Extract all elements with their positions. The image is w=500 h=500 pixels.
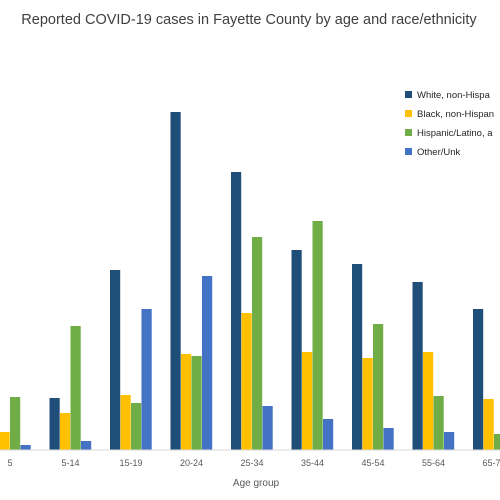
bar-45-54-series-2 — [373, 324, 384, 450]
legend-label-2: Hispanic/Latino, a — [417, 128, 493, 139]
bar-35-44-series-1 — [302, 352, 313, 450]
bar-45-54-series-0 — [352, 264, 363, 450]
bar-20-24-series-0 — [170, 112, 181, 450]
x-tick-labels: 5 5-14 15-19 20-24 25-34 35-44 45-54 55-64 65-74 — [7, 458, 500, 468]
x-tick-label: 65-74 — [482, 458, 500, 468]
legend: White, non-Hispa Black, non-Hispan Hispani… — [405, 90, 494, 158]
bar-55-64-series-2 — [433, 396, 444, 450]
bar-45-54-series-3 — [383, 428, 394, 450]
bar-55-64-series-0 — [412, 282, 423, 450]
bar-<5-series-1 — [0, 432, 10, 450]
bar-35-44-series-2 — [312, 221, 323, 450]
x-tick-label: 35-44 — [301, 458, 324, 468]
bar-20-24-series-3 — [202, 276, 213, 450]
x-tick-label: 15-19 — [119, 458, 142, 468]
bar-15-19-series-3 — [141, 309, 152, 450]
chart-title: Reported COVID-19 cases in Fayette Count… — [21, 12, 477, 28]
bar-55-64-series-1 — [423, 352, 434, 450]
bar-35-44-series-3 — [323, 419, 334, 450]
bar-35-44-series-0 — [291, 250, 302, 450]
x-tick-label: 45-54 — [361, 458, 384, 468]
bar-25-34-series-3 — [262, 406, 273, 450]
bar-45-54-series-1 — [362, 358, 373, 450]
bar-15-19-series-2 — [131, 403, 142, 450]
legend-swatch-0 — [405, 91, 412, 98]
bar-25-34-series-2 — [252, 237, 263, 450]
bar-15-19-series-0 — [110, 270, 121, 450]
bar-25-34-series-1 — [241, 313, 252, 450]
bar-65-74-series-2 — [494, 434, 500, 450]
bar-55-64-series-3 — [444, 432, 455, 450]
legend-swatch-2 — [405, 129, 412, 136]
legend-label-3: Other/Unk — [417, 147, 461, 158]
x-tick-label: 20-24 — [180, 458, 203, 468]
legend-swatch-1 — [405, 110, 412, 117]
x-axis-title: Age group — [233, 478, 280, 489]
legend-label-1: Black, non-Hispan — [417, 109, 494, 120]
bar-<5-series-3 — [20, 445, 31, 450]
bar-5-14-series-2 — [70, 326, 81, 450]
x-tick-label: 25-34 — [240, 458, 263, 468]
bar-5-14-series-1 — [60, 413, 71, 450]
x-tick-label: 55-64 — [422, 458, 445, 468]
bar-<5-series-2 — [10, 397, 21, 450]
bar-20-24-series-1 — [181, 354, 192, 450]
legend-swatch-3 — [405, 148, 412, 155]
x-tick-label: 5-14 — [61, 458, 79, 468]
bar-25-34-series-0 — [231, 172, 242, 450]
x-tick-label: 5 — [7, 458, 12, 468]
bar-20-24-series-2 — [191, 356, 202, 450]
bar-15-19-series-1 — [120, 395, 131, 450]
bar-5-14-series-0 — [49, 398, 60, 450]
legend-label-0: White, non-Hispa — [417, 90, 491, 101]
bar-65-74-series-1 — [483, 399, 494, 450]
bars-layer — [0, 112, 500, 450]
bar-65-74-series-0 — [473, 309, 484, 450]
bar-5-14-series-3 — [81, 441, 92, 450]
